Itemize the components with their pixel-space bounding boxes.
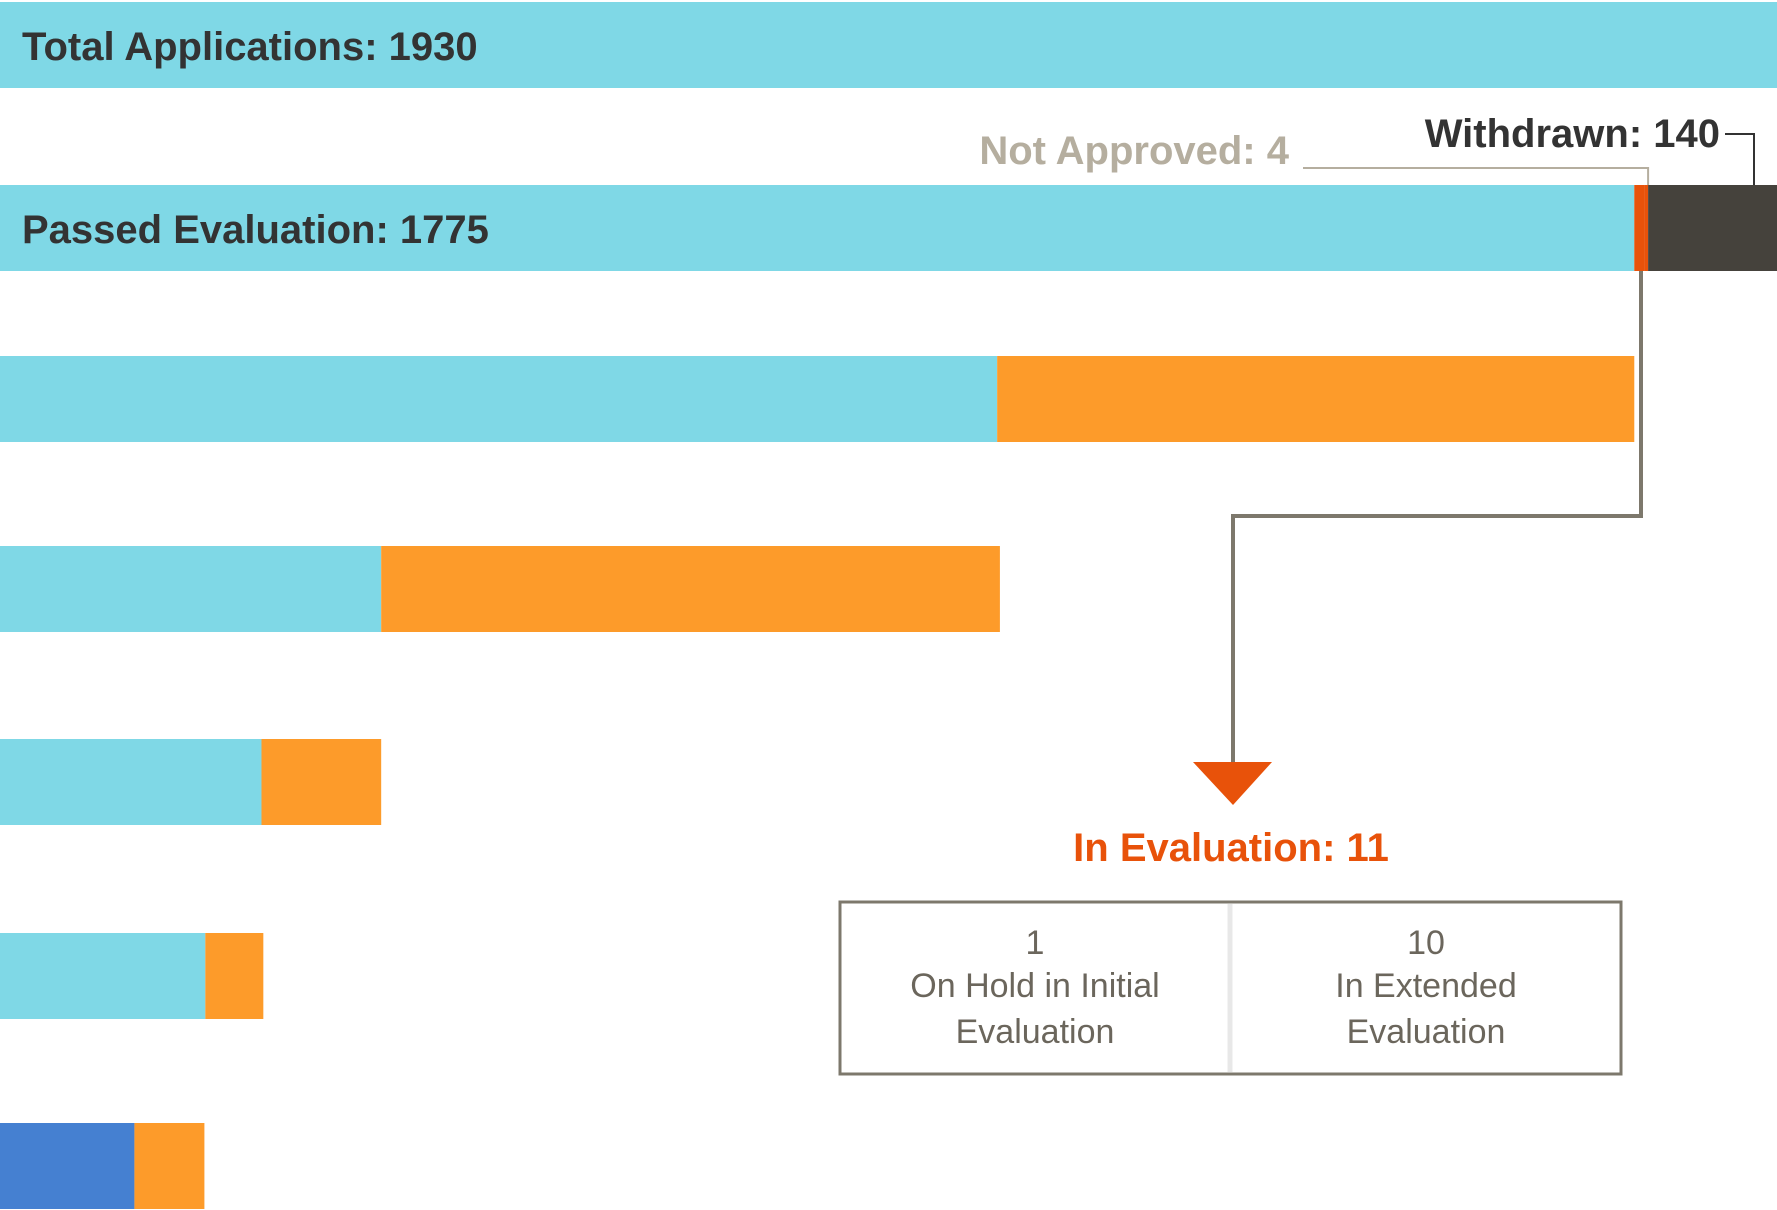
breakdown-value: 1 [1026, 924, 1045, 962]
breakdown-label: Evaluation [1347, 1013, 1506, 1051]
connector [1231, 271, 1643, 768]
bar-segment [381, 546, 1000, 632]
leader-line [1303, 167, 1650, 185]
bar-segment [205, 933, 264, 1019]
bar-segment [1648, 185, 1777, 271]
bar-segment [261, 739, 382, 825]
breakdown-title: In Evaluation: 11 [1073, 826, 1389, 870]
bar-segment [0, 546, 382, 632]
breakdown-value: 10 [1407, 924, 1445, 962]
leader-line [1725, 133, 1755, 185]
breakdown-label: On Hold in Initial [910, 967, 1159, 1005]
breakdown-label: In Extended [1335, 967, 1516, 1005]
annotation: Not Approved: 4 [979, 129, 1289, 173]
annotation: Withdrawn: 140 [1425, 112, 1720, 156]
bar-segment [997, 356, 1635, 442]
bar-segment [0, 2, 1777, 88]
bar-segment [1644, 185, 1649, 271]
bar-segment [0, 933, 206, 1019]
breakdown-box [838, 900, 1623, 1076]
bar-segment [1634, 185, 1645, 271]
row-label: Total Applications: 1930 [22, 25, 478, 69]
bar-segment [0, 739, 262, 825]
bar-segment [0, 185, 1635, 271]
bar-segment [0, 1123, 135, 1209]
breakdown-label: Evaluation [956, 1013, 1115, 1051]
bar-segment [134, 1123, 205, 1209]
arrow-head [1193, 762, 1272, 805]
bar-segment [0, 356, 998, 442]
row-label: Passed Evaluation: 1775 [22, 208, 489, 252]
